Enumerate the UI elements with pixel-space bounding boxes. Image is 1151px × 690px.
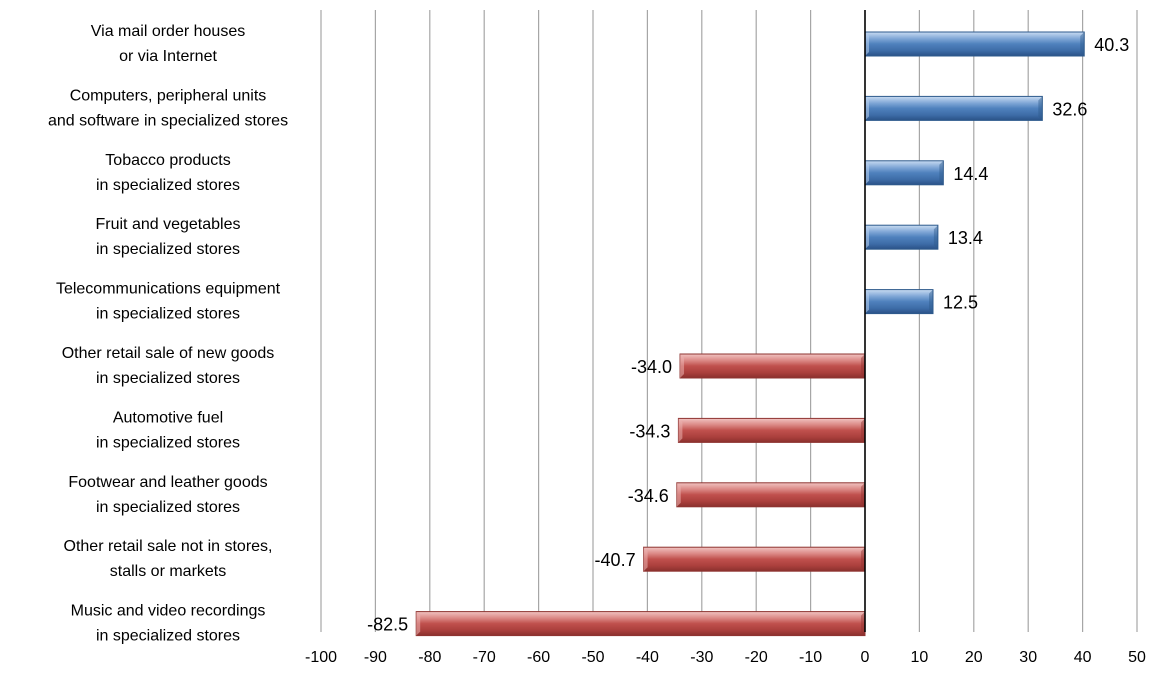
x-axis-tick-labels: -100 -90 -80 -70 -60 -50 -40 -30 -20 -10 0 10 20 30 40… [305, 649, 1146, 666]
category-label: in specialized stores [96, 370, 240, 387]
category-label: Other retail sale of new goods [62, 345, 275, 362]
bar-bevel-right [861, 418, 865, 443]
bar-bevel-left [865, 289, 869, 314]
bar-value-label: -40.7 [595, 550, 636, 570]
x-tick-label: 0 [861, 649, 870, 666]
bar [676, 482, 866, 508]
bar-bevel-left [680, 354, 685, 378]
category-labels: Via mail order houses or via Internet Comp… [48, 23, 288, 645]
x-tick-label: -80 [418, 649, 441, 666]
bar-value-label: -34.6 [628, 486, 669, 506]
bar-bevel-right [1080, 32, 1085, 56]
x-tick-label: 40 [1074, 649, 1092, 666]
bar-bevel-right [861, 354, 865, 378]
x-tick-label: 50 [1128, 649, 1146, 666]
bar-bevel-right [861, 482, 865, 507]
x-tick-label: 20 [965, 649, 983, 666]
bar-bevel-right [929, 289, 933, 314]
category-label: Other retail sale not in stores, [64, 538, 273, 555]
bar-bevel-right [861, 611, 865, 636]
category-label: or via Internet [119, 48, 217, 65]
bar [864, 160, 944, 186]
category-label: Footwear and leather goods [68, 474, 267, 491]
category-label: Tobacco products [105, 152, 230, 169]
bar-body [679, 353, 866, 379]
bars [415, 31, 1085, 637]
bar-bevel-left [865, 160, 869, 185]
value-labels: 40.3 32.6 14.4 13.4 12.5 -34.0 -34.3 -34.6 -40.7… [367, 35, 1129, 635]
bar-body [864, 95, 1043, 121]
bar [864, 95, 1043, 121]
bar-bevel-right [939, 160, 944, 185]
category-label: in specialized stores [96, 434, 240, 451]
bar [677, 417, 866, 443]
bar [864, 224, 939, 250]
x-tick-label: -70 [473, 649, 496, 666]
x-tick-label: -100 [305, 649, 337, 666]
x-tick-label: 30 [1019, 649, 1037, 666]
bar-value-label: -34.3 [629, 421, 670, 441]
category-label: Automotive fuel [113, 409, 223, 426]
bar [415, 611, 866, 637]
bar-bevel-left [865, 225, 869, 250]
bar-body [864, 160, 944, 186]
category-label: in specialized stores [96, 241, 240, 258]
x-tick-label: -40 [636, 649, 659, 666]
x-tick-label: -60 [527, 649, 550, 666]
bar-bevel-left [865, 32, 869, 56]
category-label: in specialized stores [96, 499, 240, 516]
bar-body [864, 31, 1085, 57]
bar-body [864, 289, 934, 315]
bar [679, 353, 866, 379]
category-label: in specialized stores [96, 306, 240, 323]
bar-bevel-left [416, 611, 421, 636]
bar-body [676, 482, 866, 508]
bar-bevel-left [676, 482, 681, 507]
bar-value-label: 32.6 [1052, 99, 1087, 119]
bar-body [415, 611, 866, 637]
category-label: Via mail order houses [91, 23, 245, 40]
bar [864, 31, 1085, 57]
bar [643, 546, 866, 572]
bar-body [864, 224, 939, 250]
x-tick-label: -10 [799, 649, 822, 666]
category-label: stalls or markets [110, 563, 226, 580]
category-label: Telecommunications equipment [56, 281, 281, 298]
bar-bevel-right [1038, 96, 1043, 121]
bar [864, 289, 934, 315]
category-label: Computers, peripheral units [70, 87, 267, 104]
x-tick-label: 10 [911, 649, 929, 666]
bar-bevel-left [643, 547, 648, 572]
category-label: and software in specialized stores [48, 112, 288, 129]
bar-bevel-right [861, 547, 865, 572]
bar-bevel-left [865, 96, 869, 121]
category-label: Music and video recordings [71, 603, 266, 620]
bar-body [643, 546, 866, 572]
x-tick-label: -30 [690, 649, 713, 666]
bar-value-label: 12.5 [943, 293, 978, 313]
bar-value-label: 13.4 [948, 228, 983, 248]
bar-value-label: -34.0 [631, 357, 672, 377]
x-tick-label: -90 [364, 649, 387, 666]
bar-value-label: 14.4 [953, 164, 988, 184]
category-label: Fruit and vegetables [96, 216, 241, 233]
bar-bevel-left [678, 418, 683, 443]
bar-bevel-right [933, 225, 938, 250]
bar-value-label: -82.5 [367, 615, 408, 635]
category-label: in specialized stores [96, 628, 240, 645]
x-tick-label: -20 [745, 649, 768, 666]
x-tick-label: -50 [581, 649, 604, 666]
category-label: in specialized stores [96, 177, 240, 194]
bar-value-label: 40.3 [1094, 35, 1129, 55]
bar-body [677, 417, 866, 443]
